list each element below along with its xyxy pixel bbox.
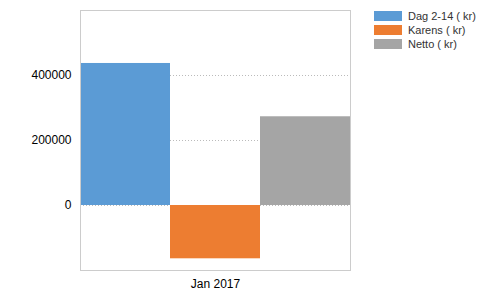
html-text:Dag 2-14 ( kr): Dag 2-14 ( kr) <box>408 10 476 22</box>
html-text:Karens ( kr): Karens ( kr) <box>408 24 466 36</box>
svg-text:0: 0 <box>65 198 72 212</box>
svg-text:200000: 200000 <box>31 133 71 147</box>
svg-text:400000: 400000 <box>31 68 71 82</box>
svg-text:Jan 2017: Jan 2017 <box>191 277 241 291</box>
html-text:Netto ( kr): Netto ( kr) <box>408 38 457 50</box>
